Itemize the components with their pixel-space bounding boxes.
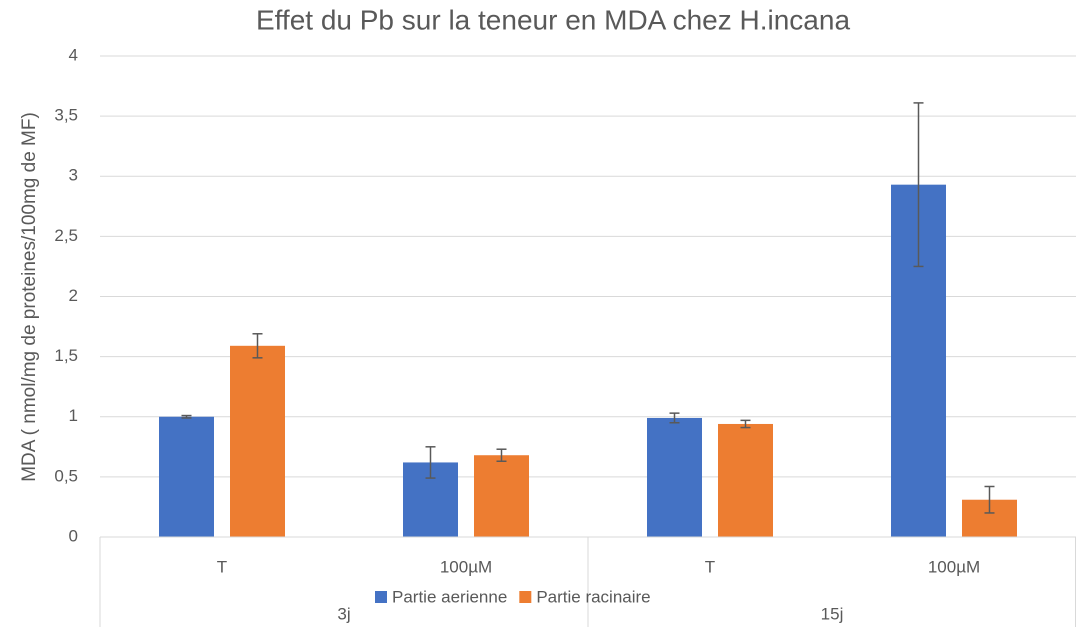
error-bar (252, 333, 263, 359)
error-bar (984, 485, 995, 514)
y-tick-label: 2 (69, 286, 78, 305)
y-tick-label: 1,5 (54, 346, 78, 365)
legend-label: Partie racinaire (536, 587, 650, 606)
bar (474, 455, 529, 537)
bar (647, 417, 702, 537)
bar (230, 345, 285, 537)
x-tick-label: T (705, 557, 715, 576)
group-label: 15j (821, 604, 844, 623)
legend-label: Partie aerienne (392, 587, 507, 606)
y-tick-label: 0,5 (54, 466, 78, 485)
error-bar (913, 102, 924, 268)
chart-title: Effet du Pb sur la teneur en MDA chez H.… (256, 4, 850, 35)
bar (159, 416, 214, 537)
bar (718, 423, 773, 537)
error-bar (669, 412, 680, 424)
x-tick-label: 100µM (440, 557, 492, 576)
y-tick-label: 4 (69, 45, 78, 64)
y-tick-label: 3 (69, 166, 78, 185)
y-tick-label: 0 (69, 526, 78, 545)
y-tick-label: 1 (69, 406, 78, 425)
x-tick-label: 100µM (928, 557, 980, 576)
group-label: 3j (337, 604, 350, 623)
error-bar (496, 448, 507, 462)
legend-swatch (375, 591, 387, 603)
y-tick-label: 3,5 (54, 106, 78, 125)
error-bar (181, 414, 192, 419)
y-axis-label: MDA ( nmol/mg de proteines/100mg de MF) (19, 112, 40, 482)
error-bar (425, 446, 436, 479)
error-bar (740, 419, 751, 429)
legend-swatch (519, 591, 532, 603)
x-tick-label: T (217, 557, 227, 576)
y-tick-label: 2,5 (54, 226, 78, 245)
